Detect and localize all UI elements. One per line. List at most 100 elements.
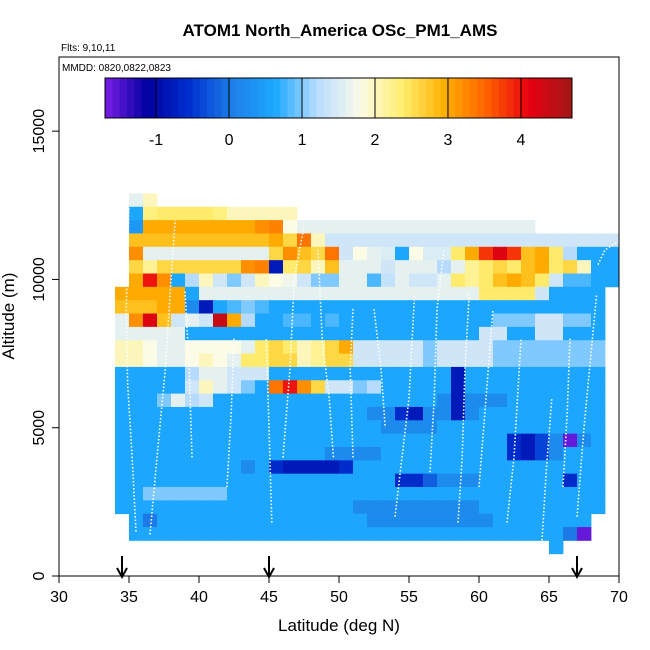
heatmap-cell	[465, 246, 480, 261]
heatmap-cell	[591, 313, 606, 328]
x-tick-label: 70	[610, 589, 628, 606]
heatmap-cell	[143, 460, 158, 475]
heatmap-cell	[185, 340, 200, 354]
heatmap-cell	[423, 446, 438, 461]
heatmap-cell	[325, 286, 340, 301]
heatmap-cell	[507, 473, 522, 488]
heatmap-cell	[283, 273, 298, 288]
heatmap-cell	[115, 340, 130, 354]
heatmap-cell	[549, 326, 564, 341]
heatmap-cell	[269, 393, 284, 408]
takeoff-arrow	[571, 556, 583, 580]
heatmap-cell	[283, 246, 298, 261]
heatmap-cell	[171, 433, 186, 448]
heatmap-cell	[521, 273, 536, 288]
heatmap-cell	[479, 500, 494, 515]
heatmap-cell	[171, 446, 186, 461]
heatmap-cell	[115, 366, 130, 381]
flight-track	[373, 309, 386, 428]
heatmap-cell	[521, 233, 536, 248]
heatmap-cell	[535, 460, 550, 475]
heatmap-cell	[129, 273, 144, 288]
heatmap-cell	[241, 353, 256, 368]
heatmap-cell	[185, 460, 200, 475]
heatmap-cell	[353, 233, 368, 248]
heatmap-cell	[437, 340, 452, 354]
heatmap-cell	[143, 233, 158, 248]
heatmap-cell	[115, 353, 130, 368]
heatmap-cell	[367, 233, 382, 248]
heatmap-cell	[241, 260, 256, 274]
heatmap-cell	[283, 233, 298, 248]
heatmap-cell	[227, 300, 242, 314]
heatmap-cell	[213, 273, 228, 288]
heatmap-cell	[577, 233, 592, 248]
heatmap-cell	[269, 233, 284, 248]
heatmap-cell	[577, 273, 592, 288]
heatmap-cell	[535, 420, 550, 435]
heatmap-cell	[171, 380, 186, 395]
colorbar-segment	[294, 78, 303, 118]
heatmap-cell	[213, 353, 228, 368]
heatmap-cell	[577, 340, 592, 354]
heatmap-cell	[143, 340, 158, 354]
colorbar-tick-label: 4	[516, 132, 525, 149]
heatmap-cell	[283, 220, 298, 234]
heatmap-cell	[339, 446, 354, 461]
heatmap-cell	[577, 366, 592, 381]
heatmap-cell	[437, 260, 452, 274]
x-tick-label: 30	[50, 589, 68, 606]
heatmap-cell	[577, 433, 592, 448]
heatmap-cell	[437, 246, 452, 261]
heatmap-cell	[549, 366, 564, 381]
heatmap-cell	[241, 366, 256, 381]
heatmap-cell	[423, 500, 438, 515]
heatmap-cell	[465, 313, 480, 328]
heatmap-cell	[171, 460, 186, 475]
heatmap-cell	[437, 273, 452, 288]
heatmap-cell	[255, 300, 270, 314]
heatmap-cell	[563, 420, 578, 435]
heatmap-cell	[507, 393, 522, 408]
heatmap-cell	[591, 406, 606, 421]
heatmap-cell	[465, 353, 480, 368]
heatmap-cell	[325, 273, 340, 288]
heatmap-cell	[213, 326, 228, 341]
heatmap-cell	[297, 393, 312, 408]
heatmap-cell	[353, 260, 368, 274]
heatmap-cell	[269, 260, 284, 274]
heatmap-cell	[269, 220, 284, 234]
heatmap-cell	[213, 380, 228, 395]
colorbar-segment	[156, 78, 164, 118]
colorbar-segment	[557, 78, 566, 118]
heatmap-cell	[283, 500, 298, 515]
heatmap-cell	[507, 353, 522, 368]
heatmap-cell	[129, 286, 144, 301]
heatmap-cell	[381, 393, 396, 408]
colorbar-segment	[484, 78, 493, 118]
heatmap-cell	[241, 406, 256, 421]
heatmap-cell	[395, 473, 410, 488]
heatmap-cell	[129, 473, 144, 488]
heatmap-cell	[549, 380, 564, 395]
heatmap-cell	[577, 286, 592, 301]
colorbar-segment	[331, 78, 339, 118]
heatmap-cell	[549, 500, 564, 515]
heatmap-cell	[507, 326, 522, 341]
heatmap-cell	[549, 393, 564, 408]
heatmap-cell	[213, 286, 228, 301]
heatmap-cell	[171, 473, 186, 488]
heatmap-cell	[283, 527, 298, 541]
heatmap-cell	[353, 393, 368, 408]
heatmap-cell	[549, 487, 564, 501]
heatmap-cell	[479, 420, 494, 435]
heatmap-cell	[395, 406, 410, 421]
heatmap-cell	[171, 246, 186, 261]
heatmap-cell	[129, 300, 144, 314]
heatmap-cell	[325, 220, 340, 234]
heatmap-cell	[353, 366, 368, 381]
heatmap-cell	[241, 233, 256, 248]
heatmap-cell	[269, 487, 284, 501]
heatmap-cell	[521, 246, 536, 261]
x-axis: 30 35 40 45 50 55 60 65 70	[50, 576, 628, 606]
